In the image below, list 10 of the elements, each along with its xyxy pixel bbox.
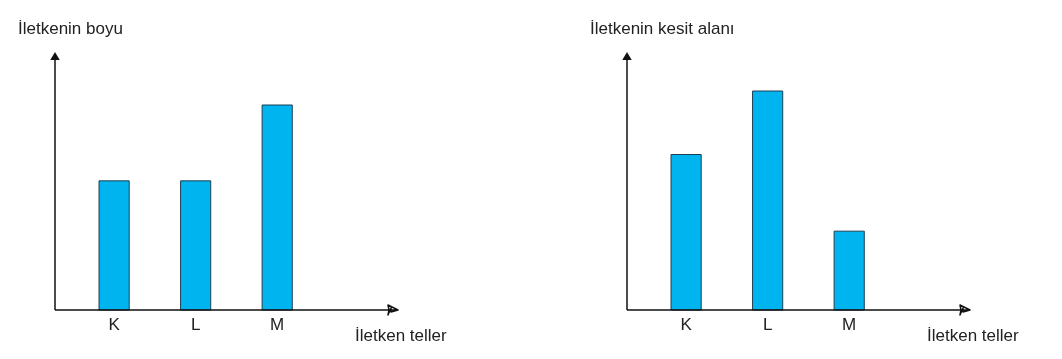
x-tick-label: M (842, 314, 857, 334)
x-tick-label: L (762, 314, 773, 334)
y-axis-title: İletkenin kesit alanı (590, 19, 735, 38)
x-tick-label: K (680, 314, 693, 334)
y-axis-title: İletkenin boyu (18, 19, 123, 38)
x-axis-title: İletken teller (927, 326, 1019, 345)
x-tick-label: L (190, 314, 201, 334)
x-axis-title: İletken teller (355, 326, 447, 345)
x-tick-label: K (108, 314, 121, 334)
x-tick-label: M (270, 314, 285, 334)
